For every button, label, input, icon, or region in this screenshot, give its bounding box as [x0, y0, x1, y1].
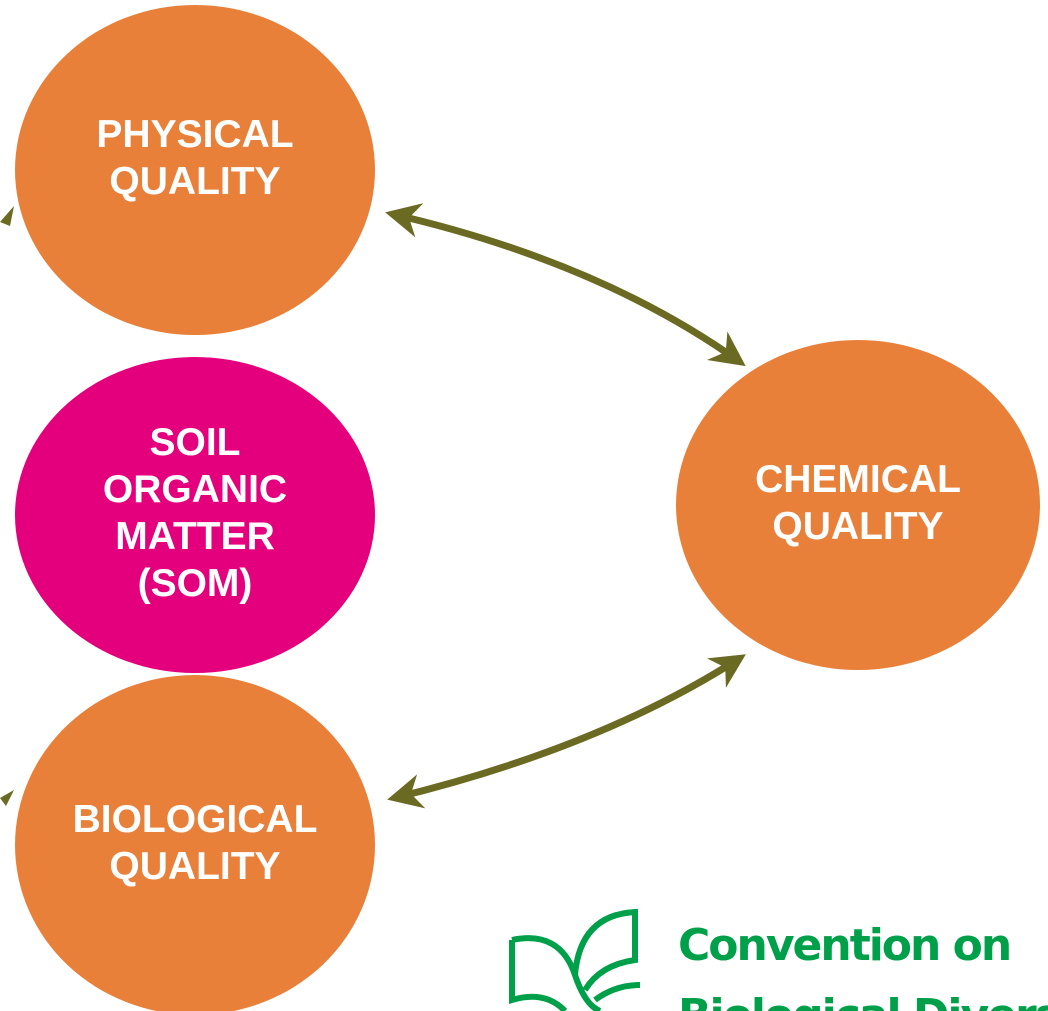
arrow-physical-chemical	[385, 203, 746, 367]
node-label: QUALITY	[109, 160, 280, 203]
logo-text: Biological Diversity	[678, 990, 1048, 1011]
node-ellipse	[676, 340, 1040, 670]
arrow-biological-chemical	[387, 654, 746, 809]
node-label: QUALITY	[772, 505, 943, 548]
node-label: ORGANIC	[103, 468, 287, 511]
node-ellipse	[15, 5, 375, 335]
node-label: MATTER	[115, 515, 275, 558]
logo: Convention on Biological Diversity	[509, 908, 1048, 1011]
logo-leaf	[509, 940, 568, 1011]
node-label: SOIL	[149, 421, 240, 464]
logo-leaf	[572, 908, 638, 992]
node-ellipse	[15, 357, 375, 673]
node-label: PHYSICAL	[96, 113, 293, 156]
node-ellipse	[15, 675, 375, 1011]
logo-text: Convention on	[678, 920, 1010, 971]
node-label: QUALITY	[109, 845, 280, 888]
logo-leaf	[593, 982, 641, 1003]
node-label: (SOM)	[138, 562, 253, 605]
arrow-head-left	[0, 206, 14, 226]
node-label: CHEMICAL	[755, 458, 961, 501]
node-label: BIOLOGICAL	[73, 798, 318, 841]
arrow-head-left	[0, 790, 14, 806]
